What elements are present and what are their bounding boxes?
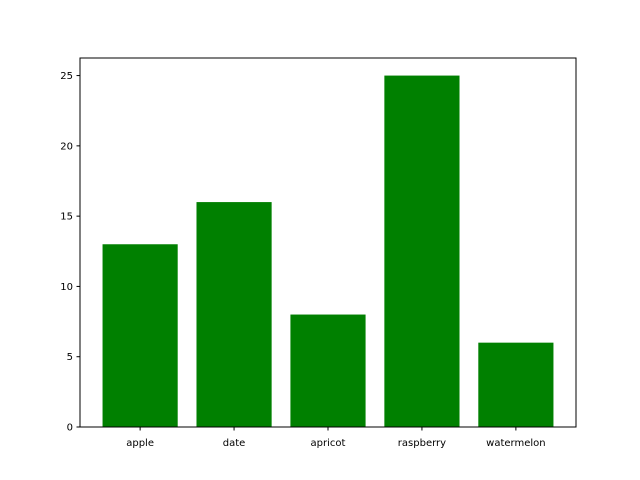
- y-tick-label: 15: [60, 212, 73, 223]
- y-tick-label: 0: [67, 423, 73, 434]
- y-tick-label: 5: [67, 352, 73, 363]
- x-tick-label: apricot: [311, 438, 346, 449]
- x-tick-label: date: [223, 438, 246, 449]
- bar-watermelon: [478, 342, 554, 427]
- y-tick-label: 10: [60, 282, 73, 293]
- bar-apricot: [290, 314, 366, 427]
- x-tick-label: watermelon: [486, 438, 545, 449]
- x-axis: apple date apricot raspberry watermelon: [126, 427, 546, 449]
- bar-apple: [102, 244, 178, 427]
- bar-date: [196, 202, 272, 427]
- bars: [102, 75, 554, 428]
- x-tick-label: raspberry: [398, 438, 446, 449]
- y-tick-label: 25: [60, 71, 73, 82]
- x-tick-label: apple: [126, 438, 154, 449]
- y-tick-label: 20: [60, 141, 73, 152]
- bar-raspberry: [384, 75, 460, 428]
- y-axis: 0 5 10 15 20 25: [60, 71, 80, 434]
